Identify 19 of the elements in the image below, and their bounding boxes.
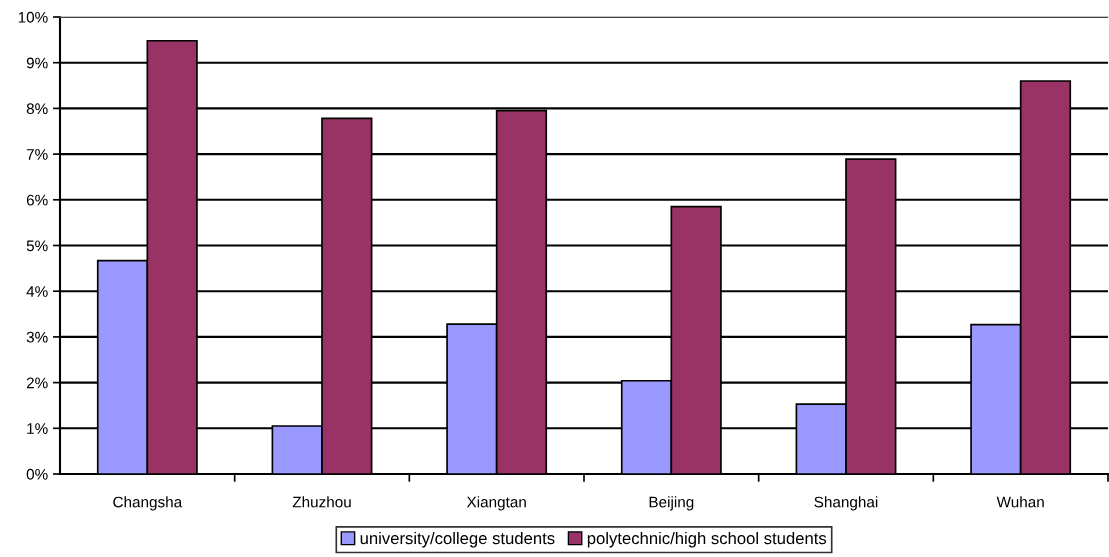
- y-tick-label: 5%: [26, 240, 48, 252]
- x-tick-label: Shanghai: [814, 496, 878, 511]
- y-tick-label: 6%: [26, 194, 48, 206]
- x-tick-label: Xiangtan: [466, 496, 526, 511]
- x-tick-label: Wuhan: [996, 496, 1044, 508]
- y-tick-label: 7%: [26, 149, 48, 160]
- y-tick-label: 2%: [26, 377, 48, 389]
- legend-label: university/college students: [360, 531, 555, 548]
- legend-label: polytechnic/high school students: [587, 531, 827, 548]
- y-tick-label: 9%: [26, 57, 48, 69]
- y-tick-label: 1%: [27, 423, 48, 434]
- y-tick-label: 3%: [26, 331, 48, 343]
- y-tick-label: 4%: [26, 286, 48, 297]
- x-tick-label: Changsha: [113, 496, 183, 511]
- x-tick-label: Beijing: [649, 496, 694, 511]
- y-tick-label: 0%: [26, 468, 48, 480]
- y-tick-label: 10%: [18, 11, 48, 23]
- x-tick-label: Zhuzhou: [292, 496, 351, 508]
- y-tick-label: 8%: [26, 103, 48, 115]
